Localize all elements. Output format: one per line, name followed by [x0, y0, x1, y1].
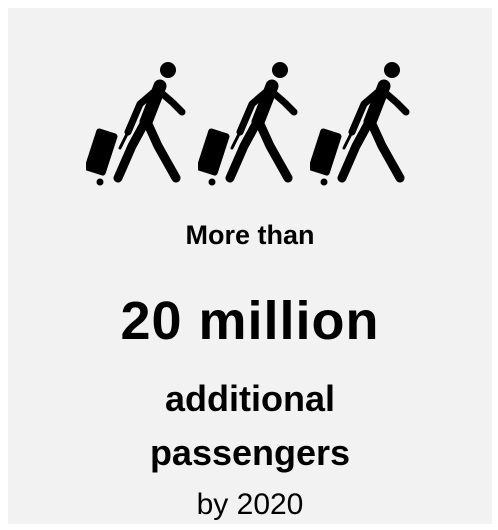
more-than-label: More than [185, 220, 315, 250]
additional-label: additional [165, 378, 335, 419]
person-walking-with-luggage-icon [198, 60, 308, 190]
target-year-label: by 2020 [196, 488, 304, 521]
infographic-panel: More than 20 million additional passenge… [8, 8, 492, 524]
person-walking-with-luggage-icon [86, 60, 196, 190]
person-walking-with-luggage-icon [310, 60, 420, 190]
passenger-count: 20 million [120, 291, 380, 351]
passengers-label: passengers [149, 432, 351, 473]
traveler-icons-row [86, 60, 426, 190]
